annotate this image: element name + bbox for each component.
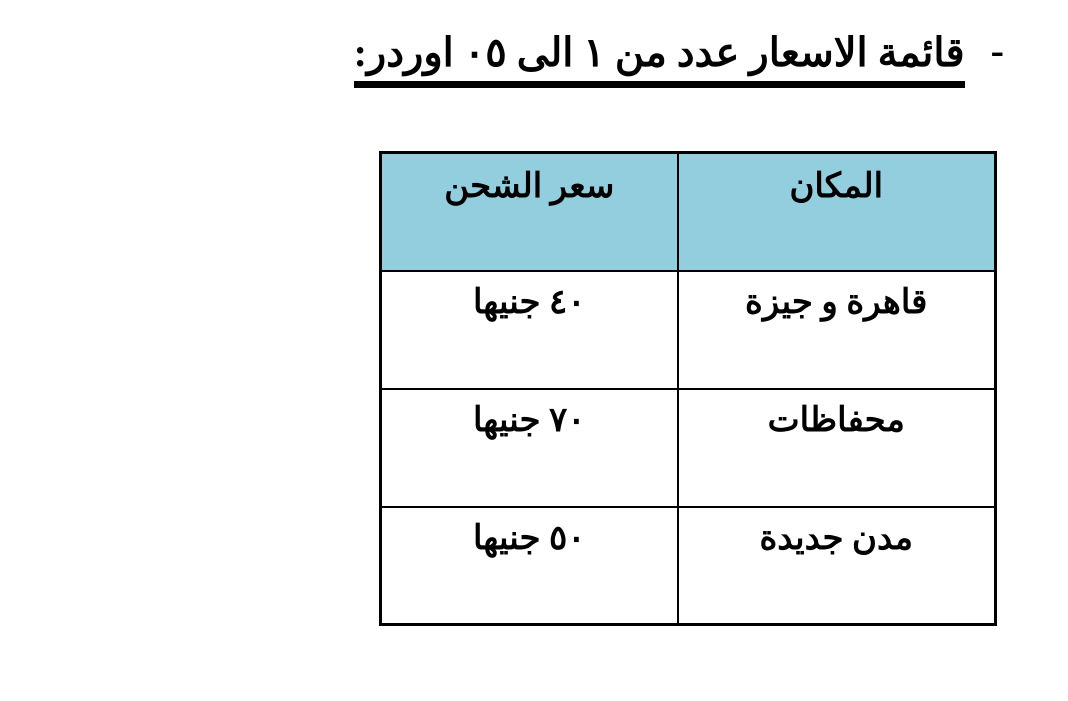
cell-place: محفاظات xyxy=(676,387,997,508)
table-row: قاهرة و جيزة ٤٠ جنيها xyxy=(379,269,997,390)
price-table: المكان سعر الشحن قاهرة و جيزة ٤٠ جنيها xyxy=(379,151,997,626)
cell-price: ٥٠ جنيها xyxy=(379,505,679,626)
cell-place-value: مدن جديدة xyxy=(759,519,913,557)
cell-place-value: قاهرة و جيزة xyxy=(745,283,928,321)
cell-price-value: ٤٠ جنيها xyxy=(472,283,586,321)
page-title-row: - قائمة الاسعار عدد من ١ الى ٥٠ اوردر: xyxy=(58,26,1010,88)
cell-price-value: ٥٠ جنيها xyxy=(472,519,586,557)
table-header-row: المكان سعر الشحن xyxy=(379,151,997,272)
cell-place: قاهرة و جيزة xyxy=(676,269,997,390)
table-row: محفاظات ٧٠ جنيها xyxy=(379,387,997,508)
title-bullet-dash: - xyxy=(990,28,1004,73)
table-header: المكان سعر الشحن xyxy=(379,151,997,272)
cell-price-value: ٧٠ جنيها xyxy=(472,401,586,439)
cell-price: ٤٠ جنيها xyxy=(379,269,679,390)
column-header-place-label: المكان xyxy=(789,168,884,205)
table-body: قاهرة و جيزة ٤٠ جنيها محفاظات ٧٠ جنيها xyxy=(379,269,997,626)
column-header-price-label: سعر الشحن xyxy=(444,168,615,205)
price-table-container: المكان سعر الشحن قاهرة و جيزة ٤٠ جنيها xyxy=(379,151,997,626)
cell-place: مدن جديدة xyxy=(676,505,997,626)
cell-price: ٧٠ جنيها xyxy=(379,387,679,508)
page-title: قائمة الاسعار عدد من ١ الى ٥٠ اوردر: xyxy=(353,30,965,75)
page-title-underline: قائمة الاسعار عدد من ١ الى ٥٠ اوردر: xyxy=(353,26,965,88)
table-row: مدن جديدة ٥٠ جنيها xyxy=(379,505,997,626)
column-header-price: سعر الشحن xyxy=(379,151,679,272)
cell-place-value: محفاظات xyxy=(767,401,905,439)
column-header-place: المكان xyxy=(676,151,997,272)
